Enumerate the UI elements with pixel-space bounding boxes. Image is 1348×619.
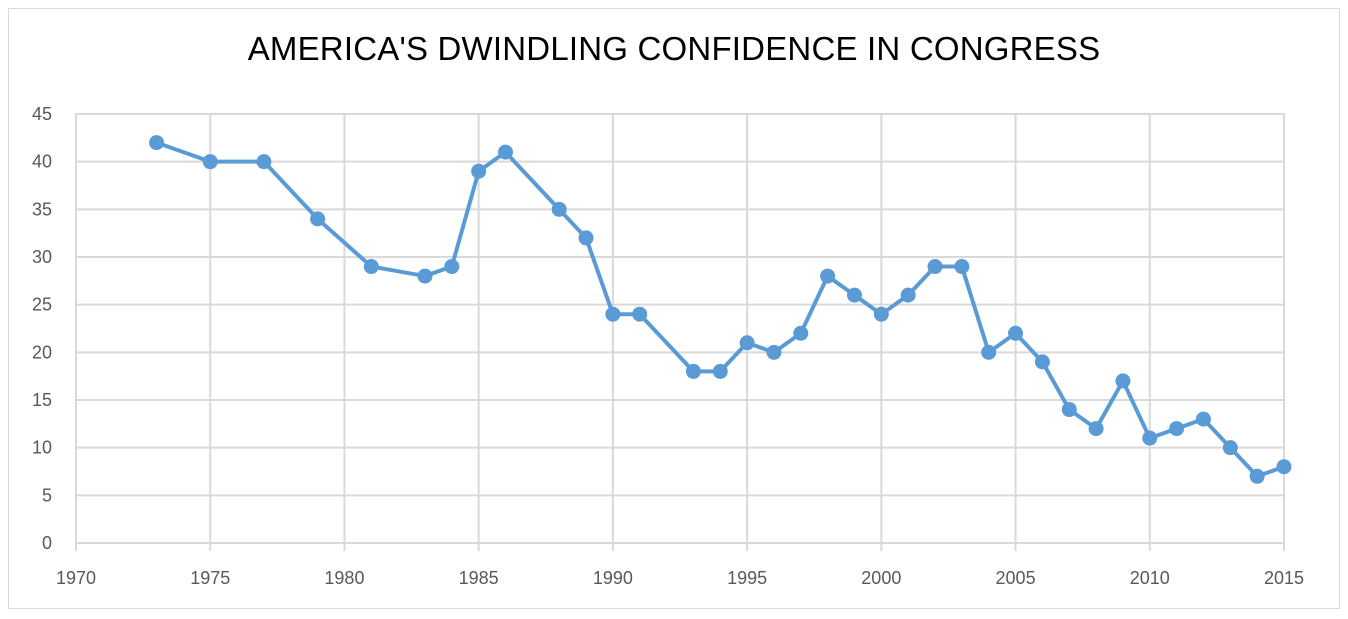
y-tick-label: 40 xyxy=(32,152,52,172)
series-line xyxy=(154,140,1286,479)
y-tick-label: 10 xyxy=(32,438,52,458)
data-point-2004 xyxy=(981,344,997,360)
data-point-1985 xyxy=(471,163,487,179)
horizontal-gridlines xyxy=(76,113,1284,497)
data-point-1999 xyxy=(846,287,862,303)
x-tick-label: 1980 xyxy=(324,568,364,588)
data-point-1997 xyxy=(793,325,809,341)
data-point-2012 xyxy=(1195,411,1211,427)
data-points xyxy=(149,135,1292,484)
data-point-2014 xyxy=(1249,468,1265,484)
data-point-1973 xyxy=(149,135,165,151)
y-tick-label: 30 xyxy=(32,247,52,267)
y-tick-label: 20 xyxy=(32,342,52,362)
data-point-2013 xyxy=(1222,440,1238,456)
axes xyxy=(75,114,1285,551)
x-tick-label: 2010 xyxy=(1130,568,1170,588)
y-tick-label: 45 xyxy=(32,104,52,124)
x-tick-label: 1995 xyxy=(727,568,767,588)
y-axis-tick-labels: 0 5 10 15 20 25 30 35 40 45 xyxy=(32,104,52,553)
data-point-1981 xyxy=(363,259,379,275)
data-point-1988 xyxy=(551,201,567,217)
data-point-1983 xyxy=(417,268,433,284)
data-point-1996 xyxy=(766,344,782,360)
chart-title: AMERICA'S DWINDLING CONFIDENCE IN CONGRE… xyxy=(247,30,1101,67)
data-point-1975 xyxy=(202,154,218,170)
data-point-2009 xyxy=(1115,373,1131,389)
data-point-2007 xyxy=(1061,402,1077,418)
data-point-1993 xyxy=(685,363,701,379)
chart-frame xyxy=(8,8,1340,609)
data-point-2001 xyxy=(900,287,916,303)
data-point-2003 xyxy=(954,259,970,275)
vertical-gridlines xyxy=(209,114,1285,543)
x-axis-tick-labels: 1970 1975 1980 1985 1990 1995 2000 2005 2010 2015 xyxy=(56,568,1304,588)
data-point-2006 xyxy=(1034,354,1050,370)
data-point-2015 xyxy=(1276,459,1292,475)
data-point-1979 xyxy=(310,211,326,227)
y-tick-label: 15 xyxy=(32,390,52,410)
series xyxy=(154,140,1286,479)
data-point-2000 xyxy=(873,306,889,322)
y-tick-label: 35 xyxy=(32,199,52,219)
data-point-2010 xyxy=(1142,430,1158,446)
x-tick-label: 2015 xyxy=(1264,568,1304,588)
data-point-1991 xyxy=(632,306,648,322)
data-point-2011 xyxy=(1169,421,1185,437)
data-point-1994 xyxy=(712,363,728,379)
x-tick-label: 2005 xyxy=(996,568,1036,588)
data-point-1989 xyxy=(578,230,594,246)
data-point-1995 xyxy=(739,335,755,351)
x-tick-label: 1970 xyxy=(56,568,96,588)
data-point-1984 xyxy=(444,259,460,275)
data-point-1977 xyxy=(256,154,272,170)
x-tick-label: 1990 xyxy=(593,568,633,588)
y-tick-label: 0 xyxy=(42,533,52,553)
y-tick-label: 25 xyxy=(32,295,52,315)
data-point-1998 xyxy=(820,268,836,284)
x-tick-label: 1975 xyxy=(190,568,230,588)
data-point-2005 xyxy=(1008,325,1024,341)
data-point-2002 xyxy=(927,259,943,275)
data-point-1986 xyxy=(498,144,514,160)
y-tick-label: 5 xyxy=(42,485,52,505)
x-tick-label: 2000 xyxy=(861,568,901,588)
data-point-1990 xyxy=(605,306,621,322)
data-point-2008 xyxy=(1088,421,1104,437)
x-tick-label: 1985 xyxy=(459,568,499,588)
